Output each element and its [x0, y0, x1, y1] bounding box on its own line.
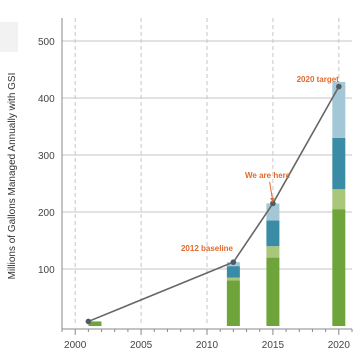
annotation-2: 2020 target: [297, 75, 340, 84]
bar-2-segment-1: [266, 246, 280, 258]
y-axis-title: Millions of Gallons Managed Annually wit…: [7, 73, 18, 280]
y-tick-label-100: 100: [38, 265, 55, 276]
trend-point-3: [336, 83, 342, 90]
bar-0-segment-0: [88, 321, 102, 326]
y-tick-label-500: 500: [38, 37, 55, 48]
bar-2-segment-0: [266, 257, 280, 326]
trend-point-0: [85, 318, 92, 325]
bar-1-segment-0: [226, 280, 240, 326]
x-tick-label-2005: 2005: [130, 340, 153, 351]
bar-2-segment-2: [266, 220, 280, 247]
x-tick-label-2020: 2020: [328, 340, 351, 351]
bar-1-segment-1: [226, 277, 240, 281]
bar-3-segment-2: [332, 137, 346, 190]
bar-3-segment-3: [332, 82, 346, 138]
y-tick-label-300: 300: [38, 151, 55, 162]
annotation-arrowhead-1: [270, 197, 275, 203]
y-tick-label-200: 200: [38, 208, 55, 219]
trend-point-2: [270, 200, 276, 207]
annotation-0: 2012 baseline: [181, 244, 234, 253]
trend-point-1: [230, 259, 237, 265]
x-tick-label-2010: 2010: [196, 340, 219, 351]
bar-3-segment-1: [332, 189, 346, 210]
annotation-1: We are here: [245, 171, 291, 180]
x-tick-label-2015: 2015: [262, 340, 285, 351]
bar-1-segment-2: [226, 266, 240, 278]
trend-line: [88, 86, 340, 323]
y-tick-label-400: 400: [38, 94, 55, 105]
corner-panel: [0, 22, 18, 52]
x-tick-label-2000: 2000: [64, 340, 87, 351]
bar-3-segment-0: [332, 209, 346, 326]
